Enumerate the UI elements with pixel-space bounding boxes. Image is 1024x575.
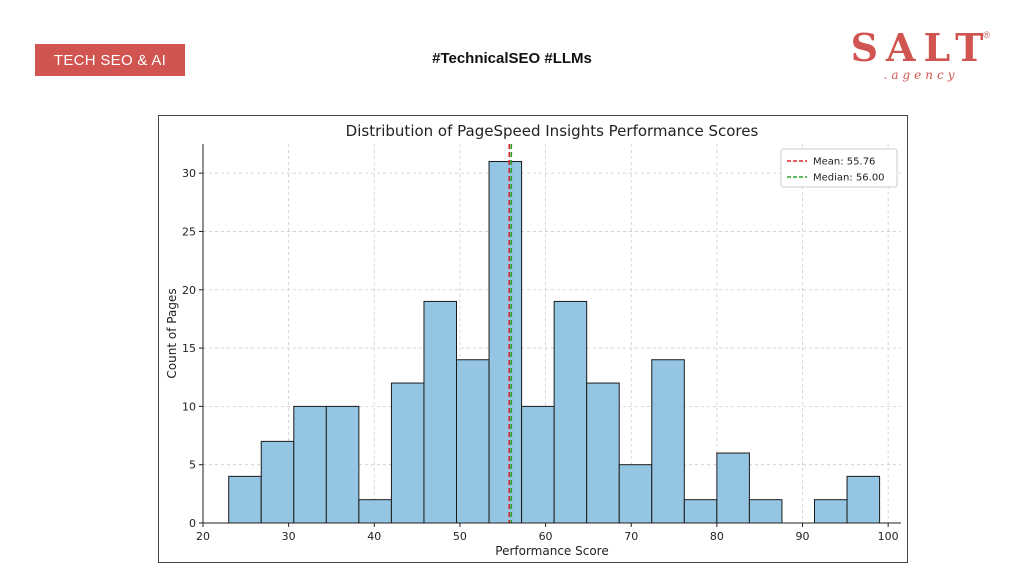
histogram-bar-7 — [456, 359, 490, 524]
x-tick-label: 30 — [282, 530, 296, 543]
histogram-chart: Distribution of PageSpeed Insights Perfo… — [165, 122, 901, 558]
x-tick-label: 80 — [710, 530, 724, 543]
chart-title: Distribution of PageSpeed Insights Perfo… — [346, 122, 759, 140]
histogram-bar-5 — [390, 382, 425, 524]
x-tick-label: 20 — [196, 530, 210, 543]
logo-subtitle: .agency — [883, 68, 959, 82]
tech-seo-ai-badge: TECH SEO & AI — [35, 44, 185, 76]
y-tick-label: 25 — [182, 225, 196, 238]
histogram-bar-3 — [325, 405, 360, 524]
x-tick-label: 100 — [878, 530, 899, 543]
histogram-bar-10 — [553, 300, 588, 524]
y-tick-label: 5 — [189, 459, 196, 472]
y-tick-label: 20 — [182, 284, 196, 297]
hashtags-heading: #TechnicalSEO #LLMs — [432, 50, 592, 67]
x-tick-label: 50 — [453, 530, 467, 543]
histogram-bar-16 — [748, 499, 783, 524]
histogram-bar-15 — [716, 452, 750, 524]
x-tick-label: 90 — [796, 530, 810, 543]
histogram-bar-19 — [846, 475, 881, 524]
y-axis-label: Count of Pages — [165, 288, 179, 378]
x-tick-label: 70 — [624, 530, 638, 543]
histogram-bar-6 — [423, 300, 458, 524]
histogram-bar-0 — [228, 475, 262, 524]
histogram-bar-2 — [293, 405, 327, 524]
y-tick-label: 15 — [182, 342, 196, 355]
histogram-bar-14 — [683, 499, 718, 524]
legend-box — [780, 148, 898, 188]
x-tick-label: 60 — [539, 530, 553, 543]
y-tick-label: 10 — [182, 400, 196, 413]
histogram-bar-9 — [521, 405, 555, 524]
histogram-bar-13 — [651, 359, 685, 524]
y-tick-label: 0 — [189, 517, 196, 530]
logo-wordmark: SALT — [850, 25, 992, 70]
x-tick-label: 40 — [367, 530, 381, 543]
badge-label: TECH SEO & AI — [53, 51, 167, 69]
histogram-bar-4 — [358, 499, 392, 524]
histogram-bar-12 — [618, 464, 653, 524]
registered-mark: ® — [983, 30, 990, 40]
y-tick-label: 30 — [182, 167, 196, 180]
salt-agency-logo: SALT ® .agency — [846, 28, 996, 88]
x-axis-label: Performance Score — [495, 544, 608, 558]
chart-frame: Distribution of PageSpeed Insights Perfo… — [158, 115, 908, 563]
histogram-bar-18 — [813, 499, 848, 524]
legend-mean-label: Mean: 55.76 — [813, 157, 875, 168]
legend-median-label: Median: 56.00 — [813, 173, 885, 184]
histogram-bar-11 — [586, 382, 620, 524]
histogram-bar-1 — [260, 440, 295, 524]
histogram-bar-8 — [488, 160, 523, 524]
